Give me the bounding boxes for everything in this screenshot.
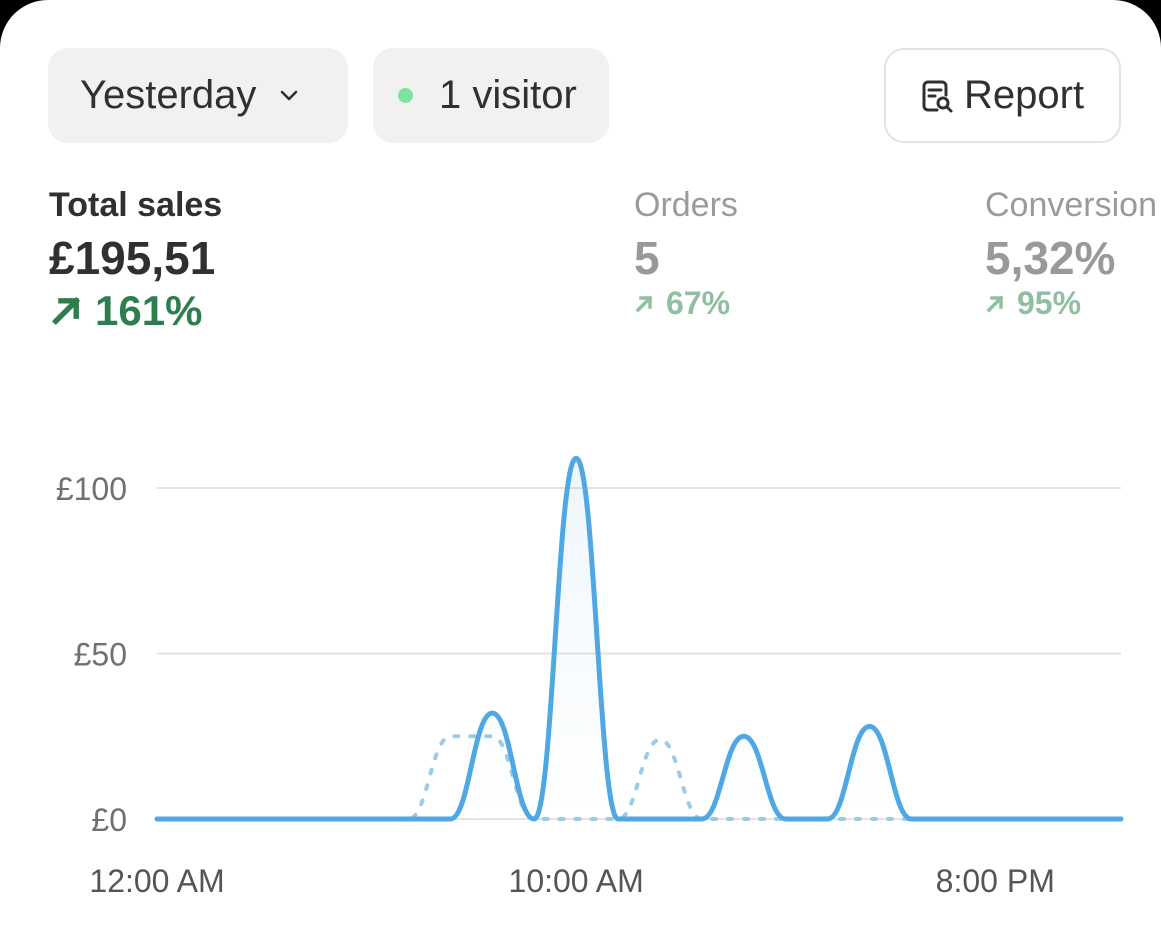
metric-orders[interactable]: Orders 5 67%: [634, 185, 738, 322]
metric-value: 5,32%: [985, 232, 1116, 284]
report-label: Report: [964, 73, 1085, 117]
series-line-current: [154, 455, 1124, 822]
metric-delta-value: 161%: [95, 287, 203, 334]
metric-delta: 67%: [634, 285, 738, 322]
metric-conversion[interactable]: Conversion 5,32% 95%: [985, 185, 1157, 322]
x-tick-label: 8:00 PM: [936, 863, 1055, 899]
metric-delta-value: 67%: [666, 285, 731, 321]
metric-total-sales[interactable]: Total sales £195,51 161%: [49, 185, 222, 335]
report-search-icon: [922, 80, 953, 112]
metric-delta: 161%: [49, 287, 222, 335]
y-tick-label: £50: [74, 637, 127, 673]
metric-label: Orders: [634, 186, 738, 224]
x-tick-label: 12:00 AM: [89, 863, 224, 899]
live-dot-icon: [398, 88, 413, 103]
y-tick-label: £0: [91, 802, 127, 838]
metric-value: 5: [634, 232, 660, 284]
date-range-label: Yesterday: [80, 73, 257, 117]
metric-delta: 95%: [985, 285, 1157, 322]
date-range-dropdown[interactable]: Yesterday: [48, 48, 348, 143]
x-tick-label: 10:00 AM: [509, 863, 644, 899]
live-visitors-badge[interactable]: 1 visitor: [373, 48, 609, 143]
metric-value: £195,51: [49, 232, 216, 284]
series-area-fill: [157, 458, 1121, 819]
report-button[interactable]: Report: [884, 48, 1121, 143]
metric-delta-value: 95%: [1017, 285, 1082, 321]
arrow-up-right-icon: [635, 295, 653, 312]
arrow-up-right-icon: [986, 295, 1004, 312]
chevron-down-icon: [281, 90, 298, 100]
arrow-up-right-icon: [51, 296, 81, 326]
metric-label: Total sales: [49, 186, 223, 224]
visitor-count-label: 1 visitor: [439, 73, 577, 117]
sales-chart[interactable]: £100 £50 £0 12:00 AM 10:00 AM 8:00 PM: [0, 440, 1161, 920]
metric-label: Conversion: [985, 186, 1157, 224]
series-line-comparison: [155, 734, 1123, 821]
y-tick-label: £100: [56, 471, 127, 507]
